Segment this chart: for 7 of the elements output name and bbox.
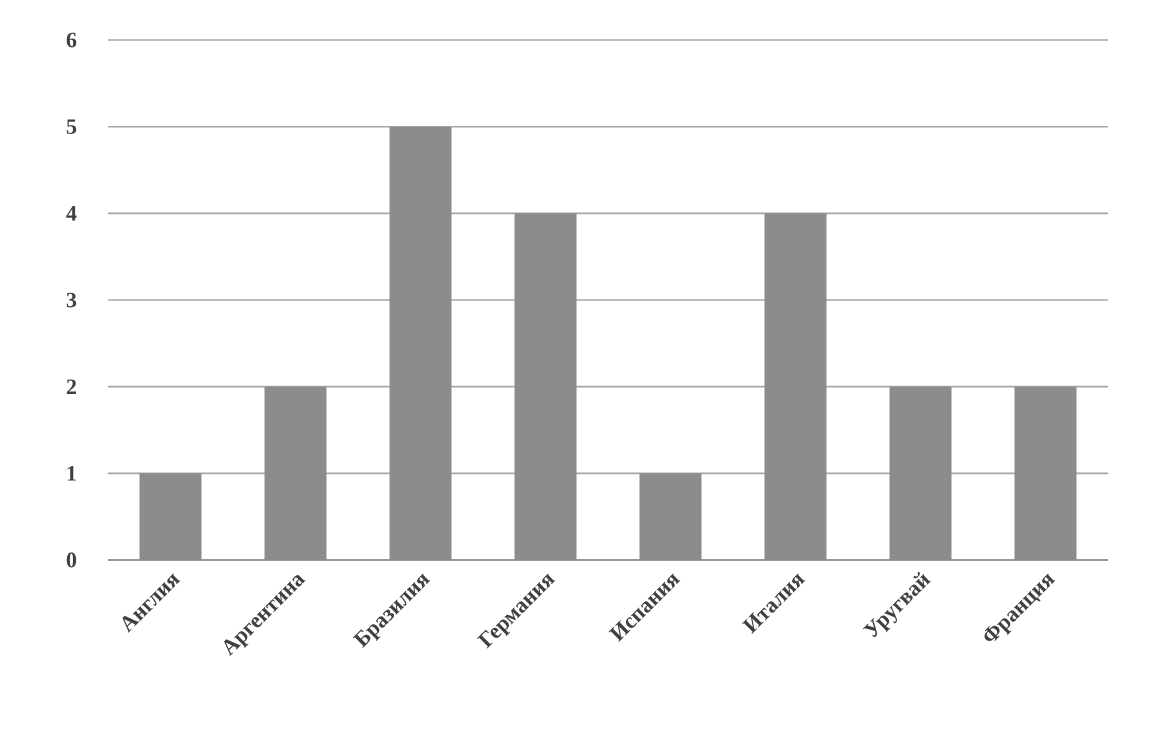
y-tick-label: 2	[66, 379, 76, 394]
y-tick-label: 5	[66, 119, 77, 134]
y-tick-label: 0	[66, 552, 77, 568]
y-tick-label: 4	[66, 206, 77, 221]
y-tick-label: 3	[66, 292, 77, 308]
y-tick-label: 1	[67, 466, 76, 481]
y-tick-label: 6	[66, 32, 77, 48]
